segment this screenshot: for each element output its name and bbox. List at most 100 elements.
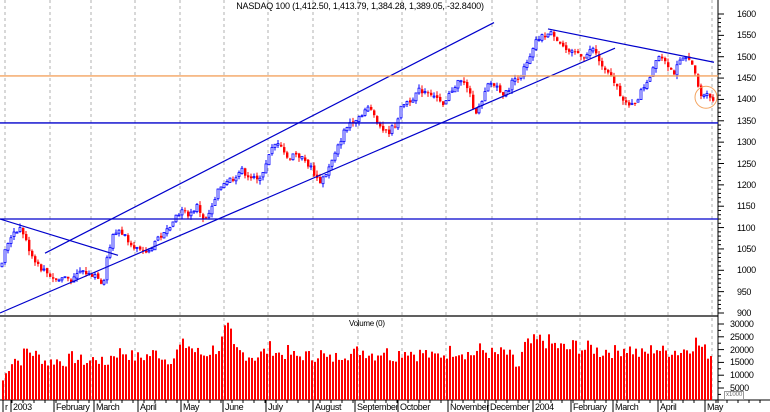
candle-up — [357, 116, 361, 122]
trendline-2004-downtrend-top — [547, 28, 715, 63]
candle-down — [70, 279, 73, 283]
candle-up — [117, 229, 121, 234]
candle-up — [78, 270, 82, 274]
candle-up — [15, 231, 19, 234]
candle-up — [105, 257, 109, 281]
candle-down — [667, 62, 670, 68]
candle-up — [123, 234, 127, 236]
candle-up — [324, 174, 328, 178]
candle-up — [444, 100, 448, 105]
candle-up — [81, 270, 85, 273]
price-tick-label: 1400 — [737, 94, 756, 105]
candle-down — [307, 159, 310, 167]
candle-up — [162, 232, 166, 239]
candle-down — [184, 210, 187, 212]
candle-up — [447, 93, 451, 101]
candle-up — [510, 79, 514, 91]
candle-down — [568, 49, 571, 52]
price-tick-label: 1250 — [737, 158, 756, 169]
time-axis-label: October — [400, 402, 430, 412]
candle-up — [309, 165, 313, 168]
price-tick-label: 1550 — [737, 30, 756, 41]
candle-down — [442, 101, 445, 106]
candle-up — [147, 250, 151, 253]
candle-down — [40, 264, 43, 271]
candle-up — [291, 153, 295, 161]
candle-up — [489, 82, 493, 85]
candle-down — [85, 270, 88, 275]
price-tick-label: 1150 — [737, 201, 756, 212]
candle-down — [250, 176, 253, 179]
candle-up — [276, 143, 280, 146]
candle-up — [399, 105, 403, 119]
candle-down — [130, 242, 133, 246]
candle-up — [450, 90, 454, 93]
candle-down — [463, 81, 466, 83]
candle-down — [634, 102, 637, 104]
candle-up — [588, 49, 592, 56]
candle-up — [207, 212, 211, 218]
candle-up — [636, 99, 640, 103]
candle-up — [453, 87, 457, 93]
candle-down — [373, 110, 376, 116]
candle-up — [261, 171, 265, 178]
candle-up — [102, 280, 106, 285]
candle-up — [495, 85, 499, 88]
time-axis-label: August — [315, 402, 342, 412]
candle-up — [528, 56, 532, 64]
time-axis-label: 2004 — [535, 402, 554, 412]
time-axis-label: June — [225, 402, 244, 412]
candle-down — [127, 235, 130, 243]
candle-down — [382, 125, 385, 131]
candle-down — [436, 95, 439, 98]
candle-down — [100, 279, 103, 284]
candle-down — [280, 144, 283, 147]
candle-down — [697, 74, 700, 87]
candle-down — [430, 92, 433, 96]
candle-up — [63, 276, 67, 279]
candle-up — [414, 92, 418, 102]
candle-down — [517, 78, 520, 80]
candle-up — [42, 268, 46, 271]
time-axis-label: December — [490, 402, 530, 412]
price-tick-label: 1200 — [737, 179, 756, 190]
price-tick-label: 950 — [737, 286, 752, 297]
candle-up — [534, 39, 538, 50]
candle-down — [385, 129, 388, 131]
candle-down — [31, 250, 34, 257]
candle-down — [97, 273, 100, 279]
candle-up — [651, 67, 655, 77]
candle-down — [574, 51, 577, 53]
candle-up — [525, 62, 529, 68]
candle-up — [264, 163, 268, 174]
candle-up — [345, 127, 349, 132]
price-tick-label: 1000 — [737, 265, 756, 276]
candle-down — [628, 102, 631, 106]
candle-up — [336, 144, 340, 155]
candle-down — [370, 106, 373, 110]
candle-up — [549, 31, 553, 36]
candle-down — [712, 97, 715, 101]
candle-up — [591, 47, 595, 52]
candle-up — [366, 106, 370, 112]
candle-up — [363, 109, 367, 116]
candle-down — [619, 85, 622, 97]
candle-down — [37, 261, 40, 264]
candle-up — [252, 176, 256, 179]
candle-up — [630, 102, 634, 105]
candle-down — [286, 152, 289, 158]
price-tick-label: 900 — [737, 308, 752, 318]
candle-up — [321, 176, 325, 185]
candle-down — [313, 165, 316, 176]
candle-down — [319, 177, 322, 184]
candle-up — [432, 95, 436, 98]
candle-down — [610, 72, 613, 77]
candle-up — [234, 177, 238, 182]
candle-up — [411, 99, 415, 103]
candle-up — [504, 90, 508, 97]
price-tick-label: 1600 — [737, 9, 756, 19]
candle-down — [472, 94, 475, 109]
candle-up — [705, 93, 709, 96]
trendline-lower-channel-2003 — [0, 47, 616, 314]
candle-up — [237, 172, 241, 178]
